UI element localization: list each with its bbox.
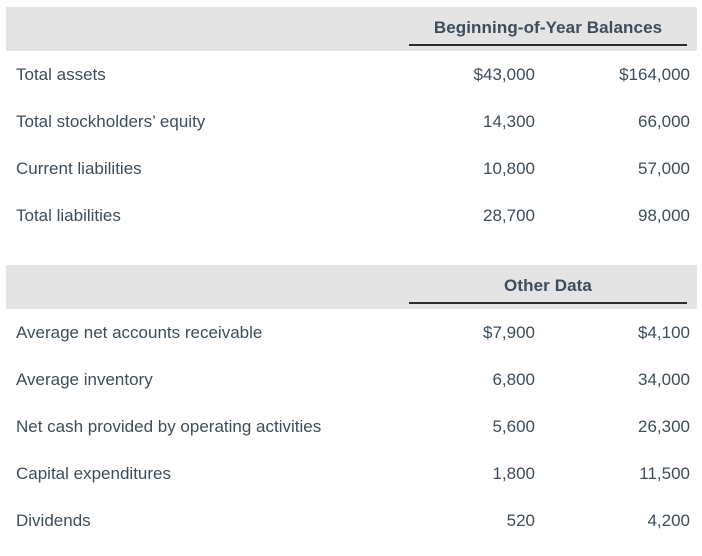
row-value-column-1: $7,900 <box>483 322 535 342</box>
section-header-other-data: Other Data <box>409 269 687 304</box>
row-label: Average inventory <box>16 369 153 389</box>
table-row: Total stockholders’ equity 14,300 66,000 <box>0 98 702 145</box>
row-value-column-1: 1,800 <box>492 463 535 483</box>
row-value-column-1: 6,800 <box>492 369 535 389</box>
section-header-band: Beginning-of-Year Balances <box>6 7 697 51</box>
row-value-column-2: 66,000 <box>638 111 690 131</box>
row-label: Dividends <box>16 510 91 530</box>
row-value-column-1: 5,600 <box>492 416 535 436</box>
row-value-column-2: 11,500 <box>639 463 690 483</box>
row-label: Total liabilities <box>16 205 121 225</box>
row-label: Total stockholders’ equity <box>16 111 206 131</box>
row-value-column-2: 57,000 <box>638 158 690 178</box>
table-row: Net cash provided by operating activitie… <box>0 403 702 450</box>
other-data-rows: Average net accounts receivable $7,900 $… <box>0 309 702 544</box>
row-value-column-2: 98,000 <box>638 205 690 225</box>
table-row: Average net accounts receivable $7,900 $… <box>0 309 702 356</box>
row-value-column-1: 28,700 <box>483 205 535 225</box>
table-row: Total liabilities 28,700 98,000 <box>0 192 702 239</box>
table-row: Current liabilities 10,800 57,000 <box>0 145 702 192</box>
balances-rows: Total assets $43,000 $164,000 Total stoc… <box>0 51 702 239</box>
row-value-column-2: 4,200 <box>647 510 690 530</box>
row-label: Total assets <box>16 64 106 84</box>
section-header-beginning-of-year-balances: Beginning-of-Year Balances <box>409 11 687 46</box>
row-label: Current liabilities <box>16 158 142 178</box>
table-row: Capital expenditures 1,800 11,500 <box>0 450 702 497</box>
row-value-column-1: 14,300 <box>483 111 535 131</box>
row-label: Capital expenditures <box>16 463 171 483</box>
section-header-band: Other Data <box>6 265 697 309</box>
table-row: Dividends 520 4,200 <box>0 497 702 544</box>
row-value-column-2: $4,100 <box>638 322 690 342</box>
section-other-data: Other Data Average net accounts receivab… <box>0 265 702 544</box>
section-beginning-of-year-balances: Beginning-of-Year Balances Total assets … <box>0 7 702 239</box>
row-value-column-2: 26,300 <box>638 416 690 436</box>
table-row: Total assets $43,000 $164,000 <box>0 51 702 98</box>
row-value-column-2: 34,000 <box>638 369 690 389</box>
row-value-column-1: 10,800 <box>483 158 535 178</box>
row-label: Average net accounts receivable <box>16 322 263 342</box>
row-label: Net cash provided by operating activitie… <box>16 416 322 436</box>
row-value-column-2: $164,000 <box>619 64 690 84</box>
row-value-column-1: $43,000 <box>473 64 535 84</box>
row-value-column-1: 520 <box>506 510 535 530</box>
table-row: Average inventory 6,800 34,000 <box>0 356 702 403</box>
